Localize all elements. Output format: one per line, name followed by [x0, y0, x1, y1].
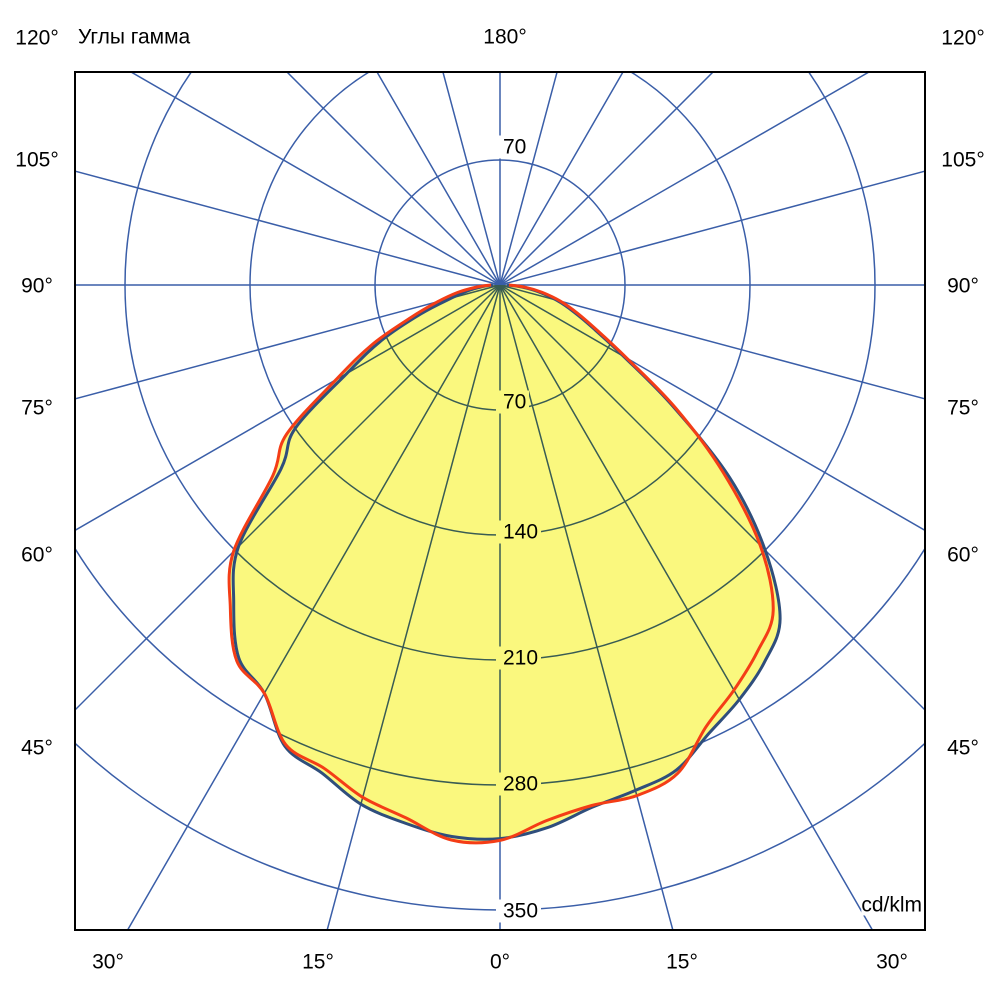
- gamma-label-right-45: 45°: [947, 736, 979, 760]
- gamma-label-right-120: 120°: [941, 26, 985, 50]
- lobe-fill-curve-red: [229, 285, 774, 843]
- gamma-label-bottom-0: 0°: [489, 950, 511, 974]
- gamma-label-right-75: 75°: [947, 396, 979, 420]
- radial-tick-140: 140: [496, 520, 542, 544]
- gamma-label-bottom-30l: 30°: [92, 950, 124, 974]
- gamma-label-right-90: 90°: [947, 274, 979, 298]
- radial-tick-350: 350: [496, 899, 542, 923]
- gamma-label-bottom-15r: 15°: [666, 950, 698, 974]
- unit-label: cd/klm: [861, 893, 922, 917]
- radial-tick-210: 210: [496, 646, 542, 670]
- plot-border: [74, 71, 926, 931]
- intensity-curve-red: [227, 283, 775, 845]
- gamma-label-right-105: 105°: [941, 148, 985, 172]
- gamma-label-left-105: 105°: [15, 148, 59, 172]
- gamma-label-left-45: 45°: [21, 736, 53, 760]
- diagram-title: Углы гамма: [78, 25, 191, 49]
- gamma-label-left-60: 60°: [21, 543, 53, 567]
- radial-tick-70-top: 70: [496, 135, 530, 159]
- gamma-label-left-75: 75°: [21, 396, 53, 420]
- gamma-label-left-120: 120°: [15, 26, 59, 50]
- gamma-label-bottom-15l: 15°: [302, 950, 334, 974]
- gamma-label-left-90: 90°: [21, 274, 53, 298]
- radial-tick-280: 280: [496, 772, 542, 796]
- gamma-label-top-180: 180°: [483, 25, 527, 49]
- radial-tick-70: 70: [496, 390, 530, 414]
- gamma-label-bottom-30r: 30°: [876, 950, 908, 974]
- gamma-label-right-60: 60°: [947, 543, 979, 567]
